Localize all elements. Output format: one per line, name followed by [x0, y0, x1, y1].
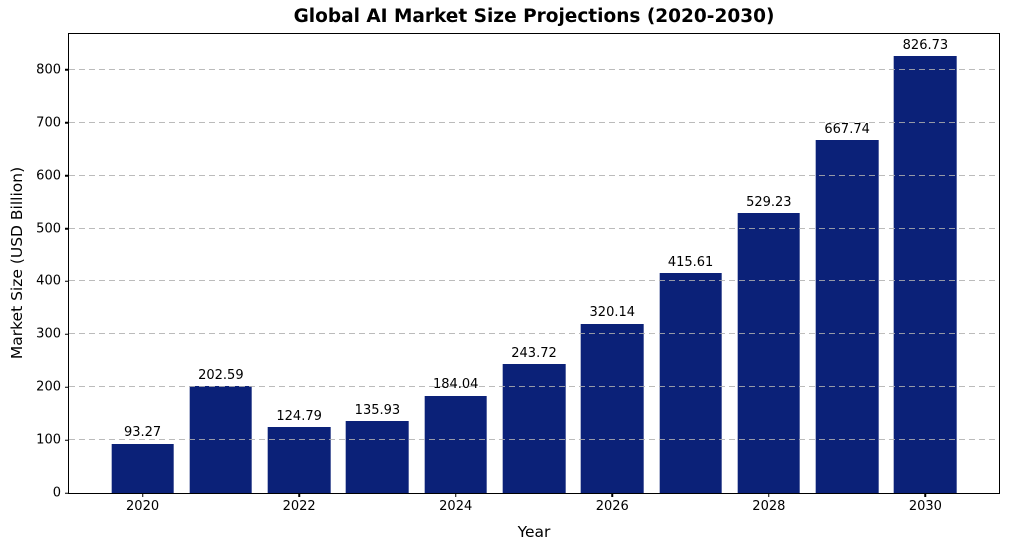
x-tick-mark — [768, 493, 770, 497]
bar-value-label: 667.74 — [824, 121, 870, 137]
bar-value-label: 529.23 — [746, 194, 792, 210]
gridline — [69, 174, 999, 176]
gridline — [69, 333, 999, 335]
y-tick-mark — [65, 174, 69, 177]
x-tick-label: 2022 — [282, 499, 316, 514]
y-tick-mark — [65, 492, 69, 494]
x-tick-mark — [454, 493, 457, 497]
y-tick-label: 700 — [36, 115, 61, 131]
bar-value-label: 93.27 — [123, 425, 162, 441]
gridline — [69, 121, 999, 123]
x-tick-mark — [924, 493, 927, 497]
y-tick-mark — [65, 386, 69, 388]
bar — [424, 395, 488, 493]
y-tick-label: 400 — [36, 273, 61, 289]
bar — [737, 213, 801, 493]
y-tick-label: 0 — [52, 485, 61, 501]
bar — [894, 55, 957, 493]
x-tick-label: 2020 — [126, 499, 160, 514]
bar-value-label: 243.72 — [511, 345, 557, 361]
y-tick-mark — [65, 227, 69, 230]
bar — [267, 427, 331, 493]
x-tick-mark — [611, 493, 614, 497]
bar-value-label: 415.61 — [667, 254, 714, 270]
bar — [111, 443, 174, 493]
bar-value-label: 202.59 — [198, 367, 244, 383]
y-tick-mark — [65, 439, 69, 441]
y-tick-mark — [65, 69, 69, 71]
x-axis-label: Year — [517, 523, 551, 541]
x-tick-label: 2030 — [908, 499, 942, 514]
gridline — [69, 280, 999, 282]
y-tick-label: 800 — [36, 62, 61, 78]
x-tick-label: 2028 — [752, 499, 786, 514]
y-tick-label: 300 — [36, 326, 61, 342]
gridline — [69, 386, 999, 388]
x-tick-label: 2024 — [439, 499, 473, 514]
x-tick-label: 2026 — [595, 499, 629, 514]
y-tick-label: 200 — [36, 379, 61, 395]
bar-value-label: 184.04 — [432, 377, 479, 393]
gridline — [69, 227, 999, 229]
bar-value-label: 826.73 — [902, 37, 949, 53]
bar — [346, 421, 409, 493]
y-tick-mark — [65, 333, 69, 336]
bar-value-label: 320.14 — [589, 305, 636, 321]
gridline — [69, 439, 999, 441]
x-tick-mark — [141, 493, 144, 497]
bar-value-label: 124.79 — [276, 408, 322, 424]
chart-title: Global AI Market Size Projections (2020-… — [293, 6, 775, 27]
bar — [815, 139, 879, 493]
gridline — [69, 68, 999, 70]
x-tick-mark — [298, 493, 300, 497]
y-tick-label: 600 — [36, 168, 61, 184]
y-tick-label: 100 — [36, 432, 61, 448]
plot-area: 93.27 202.59 124.79 135.93 184.04 243.72 320.1… — [36, 33, 1000, 513]
y-tick-label: 500 — [36, 221, 61, 237]
y-axis-label: Market Size (USD Billion) — [8, 166, 26, 360]
bar — [580, 323, 644, 493]
y-tick-mark — [65, 122, 69, 124]
y-tick-mark — [65, 280, 69, 283]
bar — [659, 273, 722, 493]
bar — [502, 364, 566, 493]
bar-value-label: 135.93 — [354, 402, 401, 418]
